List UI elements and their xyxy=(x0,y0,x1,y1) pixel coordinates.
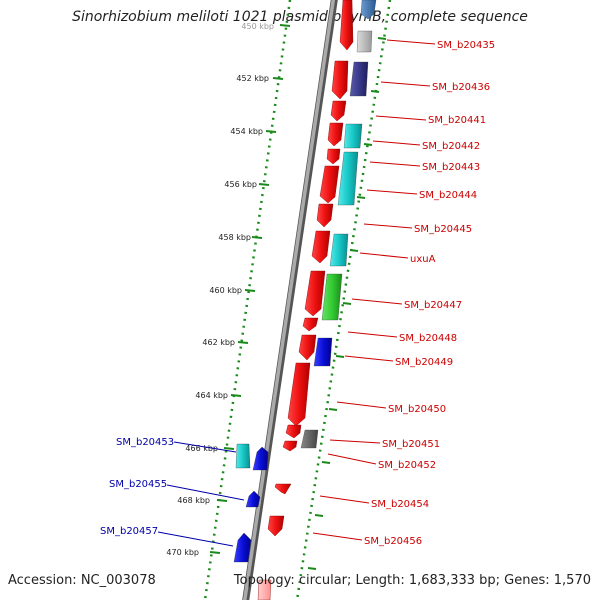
tick-456 xyxy=(258,183,270,186)
gene-uxuA xyxy=(311,230,331,264)
gene-SM_b20455 xyxy=(245,490,261,508)
gene-label-right: SM_b20445 xyxy=(414,224,472,235)
gene-SM_b20454 xyxy=(274,483,292,495)
tick-label: 462 kbp xyxy=(202,338,235,347)
tick-label: 450 kbp xyxy=(241,22,274,31)
tick-470 xyxy=(209,551,221,554)
tick-label: 468 kbp xyxy=(177,496,210,505)
gene-label-right: SM_b20454 xyxy=(371,499,429,510)
tick-label: 460 kbp xyxy=(209,286,242,295)
gene-SM_b20450 xyxy=(287,362,311,427)
gene-SM_b20447-green xyxy=(321,273,343,321)
tick-454 xyxy=(265,130,277,133)
gene-steel-top xyxy=(360,0,377,20)
tick-458 xyxy=(251,236,263,239)
tick-468 xyxy=(216,499,228,502)
right-labels: SM_b20435 SM_b20436 SM_b20441 SM_b20442 … xyxy=(364,40,495,547)
gene-SM_b20445 xyxy=(316,203,334,228)
tick-labels: 450 kbp 452 kbp 454 kbp 456 kbp 458 kbp … xyxy=(166,22,274,557)
gene-label-right: SM_b20435 xyxy=(437,40,495,51)
gene-label-right: SM_b20447 xyxy=(404,300,462,311)
gene-label-right: SM_b20442 xyxy=(422,141,480,152)
tick-track-left xyxy=(203,0,292,600)
gene-SM_b20451 xyxy=(285,424,302,439)
major-ticks xyxy=(209,24,291,554)
gene-label-right: SM_b20443 xyxy=(422,162,480,173)
gene-SM_b20444-teal xyxy=(337,151,359,206)
gene-SM_b20442 xyxy=(327,122,344,147)
tick-452 xyxy=(272,77,284,80)
gene-SM_b20435-lgray xyxy=(356,30,373,53)
accession-text: Accession: NC_003078 xyxy=(8,573,156,588)
gene-uxuA-teal xyxy=(329,233,349,267)
gene-SM_b20435 xyxy=(339,0,354,51)
forward-strand-genes xyxy=(257,0,354,600)
gene-label-right: SM_b20456 xyxy=(364,536,422,547)
inner-track-genes xyxy=(300,0,377,449)
gene-SM_b20442-teal xyxy=(343,123,363,149)
tick-label: 458 kbp xyxy=(218,233,251,242)
gene-label-left: SM_b20453 xyxy=(116,437,174,448)
tick-label: 452 kbp xyxy=(236,74,269,83)
gene-SM_b20447 xyxy=(304,270,326,317)
gene-label-right: SM_b20449 xyxy=(395,357,453,368)
gene-label-right: SM_b20448 xyxy=(399,333,457,344)
gene-bottom xyxy=(257,579,272,600)
tick-track-right xyxy=(295,0,392,600)
gene-SM_b20441 xyxy=(330,100,347,122)
gene-SM_b20451-gray xyxy=(300,429,319,449)
right-label-leaders xyxy=(312,39,436,541)
gene-label-right: uxuA xyxy=(410,254,436,265)
gene-SM_b20449-blue xyxy=(313,337,333,367)
gene-SM_b20444 xyxy=(319,165,340,204)
tick-462 xyxy=(237,341,249,344)
gene-SM_b20453-teal xyxy=(235,443,251,469)
reverse-strand-genes xyxy=(233,443,269,563)
tick-label: 466 kbp xyxy=(185,444,218,453)
gene-label-right: SM_b20452 xyxy=(378,460,436,471)
gene-SM_b20436 xyxy=(331,60,349,100)
tick-460 xyxy=(244,289,256,292)
gene-label-right: SM_b20441 xyxy=(428,115,486,126)
tick-label: 454 kbp xyxy=(230,127,263,136)
tick-466 xyxy=(223,447,235,450)
minor-ticks xyxy=(307,37,387,570)
gene-label-right: SM_b20444 xyxy=(419,190,477,201)
map-title: Sinorhizobium meliloti 1021 plasmid pSym… xyxy=(72,9,528,25)
gene-SM_b20443 xyxy=(326,148,341,165)
tick-label: 464 kbp xyxy=(195,391,228,400)
gene-SM_b20452 xyxy=(282,440,298,452)
gene-label-right: SM_b20451 xyxy=(382,439,440,450)
gene-SM_b20436-navy xyxy=(349,61,369,97)
gene-label-right: SM_b20450 xyxy=(388,404,446,415)
tick-label: 456 kbp xyxy=(224,180,257,189)
gene-SM_b20453-blue xyxy=(252,446,269,471)
gene-label-left: SM_b20455 xyxy=(109,479,167,490)
gene-SM_b20448 xyxy=(298,334,317,361)
gene-SM_b20456 xyxy=(267,515,285,537)
topology-text: Topology: circular; Length: 1,683,333 bp… xyxy=(233,573,591,588)
gene-SM_b20447b xyxy=(302,317,319,332)
gene-label-left: SM_b20457 xyxy=(100,526,158,537)
gene-label-right: SM_b20436 xyxy=(432,82,490,93)
gene-SM_b20457 xyxy=(233,532,252,563)
tick-label: 470 kbp xyxy=(166,548,199,557)
tick-464 xyxy=(230,394,242,397)
left-label-leaders xyxy=(157,441,245,547)
tick-450 xyxy=(279,24,291,27)
backbone xyxy=(242,0,338,600)
left-labels: SM_b20453 SM_b20455 SM_b20457 xyxy=(100,437,174,537)
